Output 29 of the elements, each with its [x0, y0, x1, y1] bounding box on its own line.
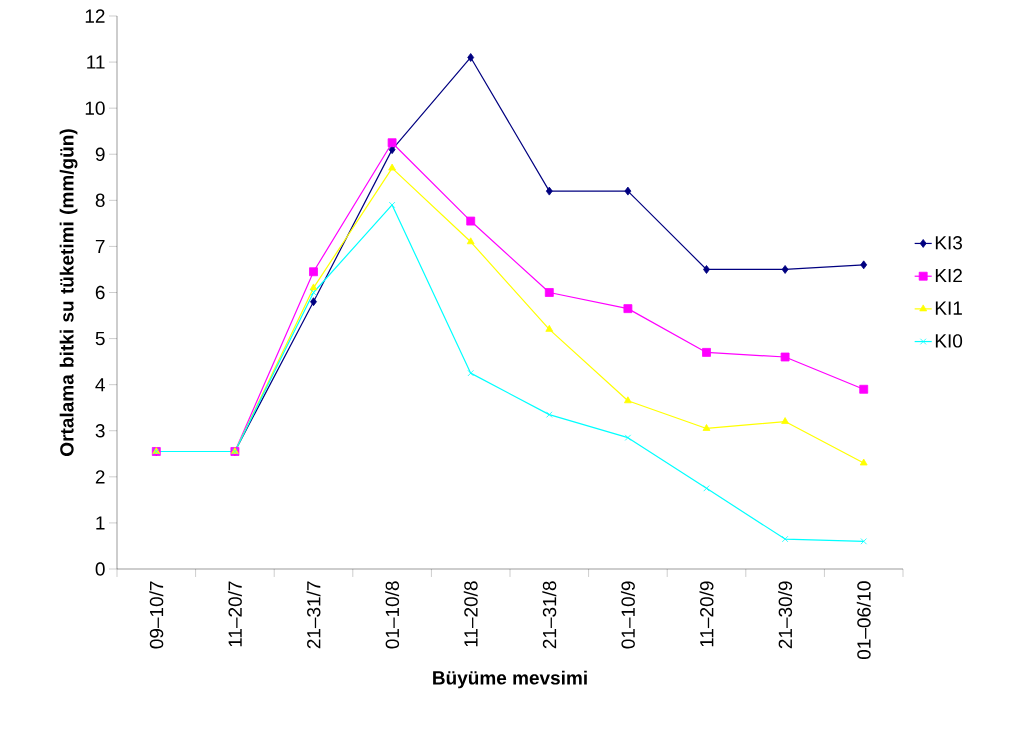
x-tick-label: 01–06/10 [856, 581, 871, 660]
y-tick-label: 5 [95, 331, 105, 346]
y-tick-label: 1 [96, 516, 105, 530]
y-tick-label: 2 [95, 470, 105, 484]
x-tick-label: 01–10/9 [620, 581, 635, 649]
x-axis-title: Büyüme mevsimi [433, 670, 587, 689]
x-tick-label: 21–31/7 [306, 581, 321, 649]
x-tick-label: 11–20/8 [463, 581, 478, 647]
y-tick-label: 3 [95, 424, 105, 438]
x-tick-label: 21–31/8 [542, 581, 557, 649]
legend-label: KI1 [935, 301, 962, 315]
y-tick-label: 7 [95, 239, 105, 253]
legend-label: KI2 [935, 268, 962, 283]
legend-label: KI3 [935, 236, 963, 250]
y-tick-label: 6 [95, 285, 105, 300]
x-tick-label: 11–20/9 [699, 581, 714, 647]
y-tick-label: 12 [85, 9, 105, 23]
x-tick-label: 09–10/7 [149, 581, 164, 649]
legend-label: KI0 [935, 334, 963, 348]
y-tick-label: 9 [95, 147, 105, 161]
x-tick-label: 11–20/7 [227, 581, 242, 647]
y-tick-label: 11 [87, 55, 105, 69]
y-tick-label: 0 [95, 562, 105, 576]
y-tick-label: 10 [85, 101, 105, 115]
y-tick-label: 4 [95, 378, 105, 392]
x-tick-label: 01–10/8 [385, 581, 400, 649]
y-tick-label: 8 [95, 193, 105, 208]
y-axis-title: Ortalama bitki su tüketimi (mm/gün) [59, 129, 78, 456]
x-tick-label: 21–30/9 [778, 581, 793, 649]
